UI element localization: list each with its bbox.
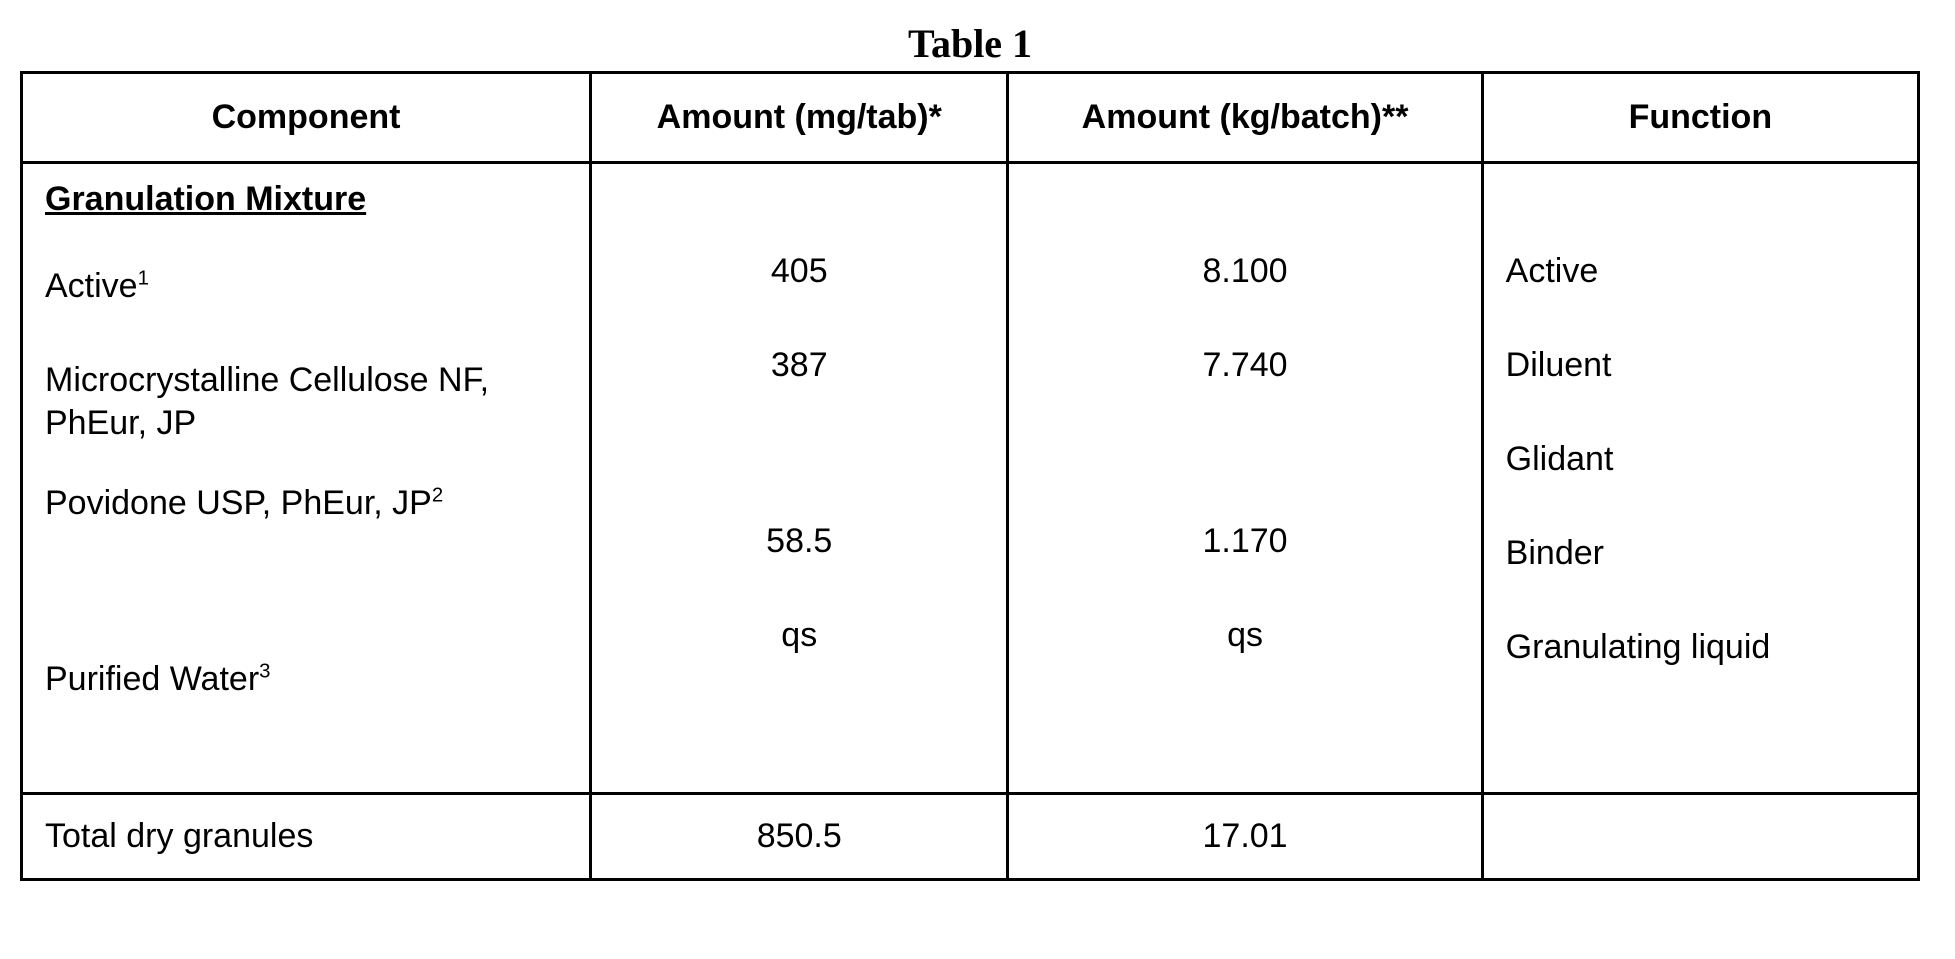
table-container: Table 1 Component Amount (mg/tab)* Amoun… [20,20,1920,881]
kg-value: 1.170 [1031,520,1458,576]
cell-kg: 8.100 7.740 1.170 qs [1008,163,1482,794]
col-header-kg: Amount (kg/batch)** [1008,73,1482,163]
kg-value: 8.100 [1031,250,1458,306]
function-value: Active [1506,250,1895,306]
kg-value: 7.740 [1031,344,1458,400]
total-mg: 850.5 [592,795,1006,878]
mg-value: 58.5 [614,520,984,576]
component-label: Microcrystalline Cellulose NF, PhEur, JP [45,359,567,444]
cell-components: Granulation Mixture Active1 Microcrystal… [22,163,591,794]
col-header-mg: Amount (mg/tab)* [591,73,1008,163]
cell-function: Active Diluent Glidant Binder Granulatin… [1482,163,1918,794]
component-label: Purified Water3 [45,658,567,714]
cell-mg: 405 387 58.5 qs [591,163,1008,794]
function-value: Glidant [1506,438,1895,494]
total-func-cell [1482,794,1918,880]
table-total-row: Total dry granules 850.5 17.01 [22,794,1919,880]
total-kg: 17.01 [1009,795,1480,878]
total-label: Total dry granules [23,795,589,878]
component-label: Active1 [45,265,567,321]
table-header-row: Component Amount (mg/tab)* Amount (kg/ba… [22,73,1919,163]
section-heading: Granulation Mixture [45,180,567,219]
col-header-component: Component [22,73,591,163]
total-label-cell: Total dry granules [22,794,591,880]
mg-value: 405 [614,250,984,306]
kg-value: qs [1031,614,1458,670]
formulation-table: Component Amount (mg/tab)* Amount (kg/ba… [20,71,1920,881]
component-label: Povidone USP, PhEur, JP2 [45,482,567,538]
col-header-function: Function [1482,73,1918,163]
mg-value: qs [614,614,984,670]
function-value: Diluent [1506,344,1895,400]
total-mg-cell: 850.5 [591,794,1008,880]
function-value: Binder [1506,532,1895,588]
function-value: Granulating liquid [1506,626,1895,682]
mg-value: 387 [614,344,984,400]
total-func [1484,795,1917,839]
table-body-row: Granulation Mixture Active1 Microcrystal… [22,163,1919,794]
table-title: Table 1 [20,20,1920,67]
total-kg-cell: 17.01 [1008,794,1482,880]
